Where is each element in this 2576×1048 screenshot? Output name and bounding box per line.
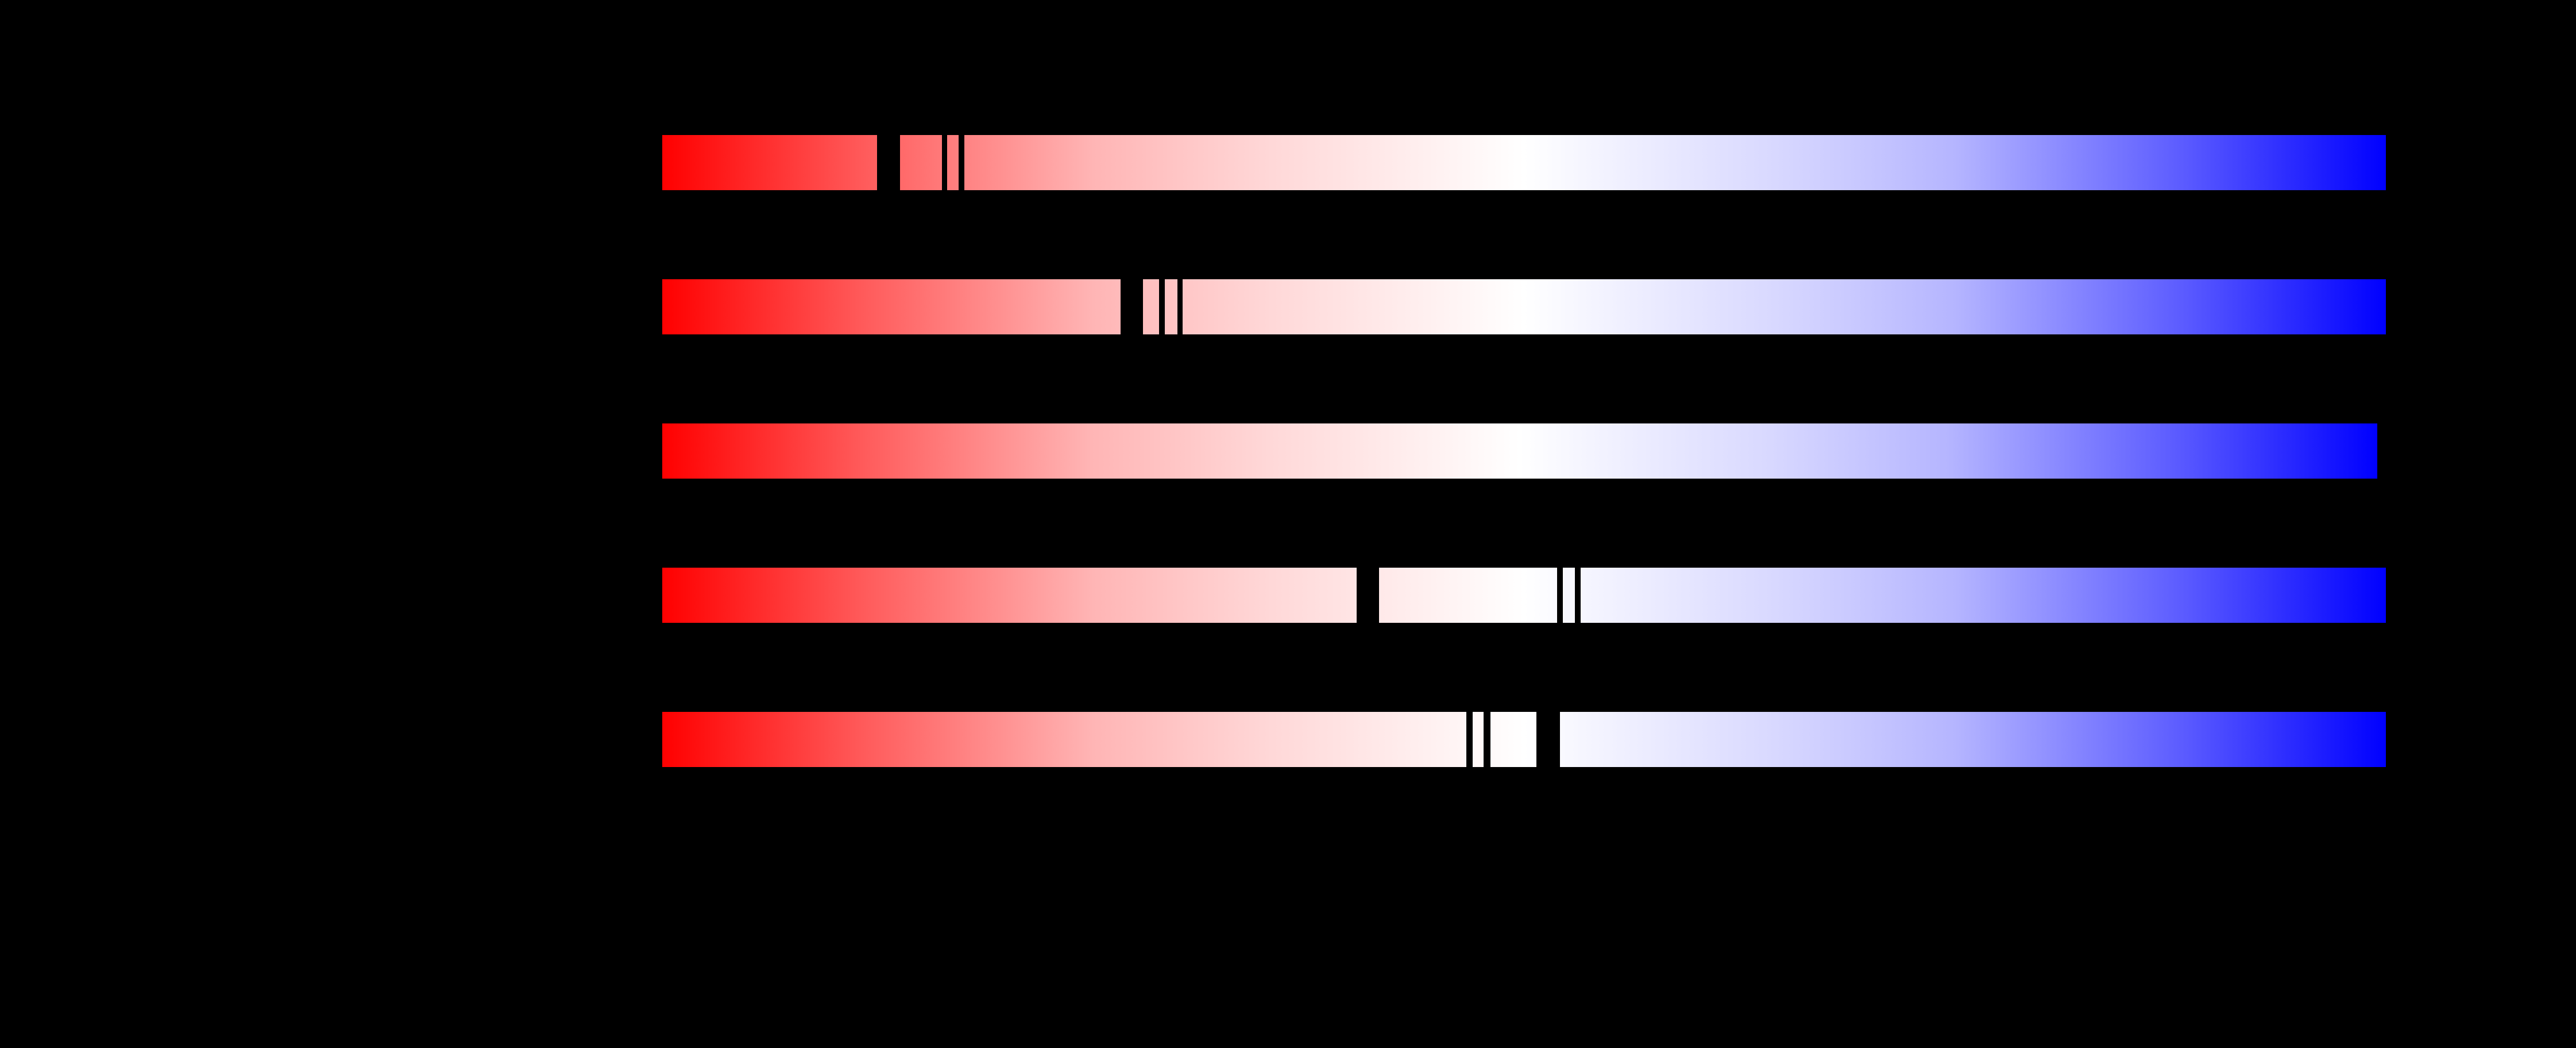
track-1-gap — [942, 134, 947, 191]
gradient-track-4 — [662, 567, 2386, 623]
gradient-track-5 — [662, 711, 2386, 768]
track-1-gap — [877, 134, 900, 191]
track-5-gap — [1466, 711, 1473, 768]
track-4-gap — [1575, 567, 1581, 623]
track-1-gap — [959, 134, 964, 191]
track-2-gap — [1159, 279, 1165, 335]
gradient-track-2 — [662, 279, 2386, 335]
track-5-gap — [1536, 711, 1560, 768]
track-5-gap — [1484, 711, 1490, 768]
gradient-track-1 — [662, 134, 2386, 191]
track-4-gap — [1357, 567, 1379, 623]
track-2-gap — [1121, 279, 1143, 335]
track-2-gap — [1177, 279, 1183, 335]
track-4-gap — [1557, 567, 1563, 623]
gradient-track-3 — [662, 423, 2377, 479]
